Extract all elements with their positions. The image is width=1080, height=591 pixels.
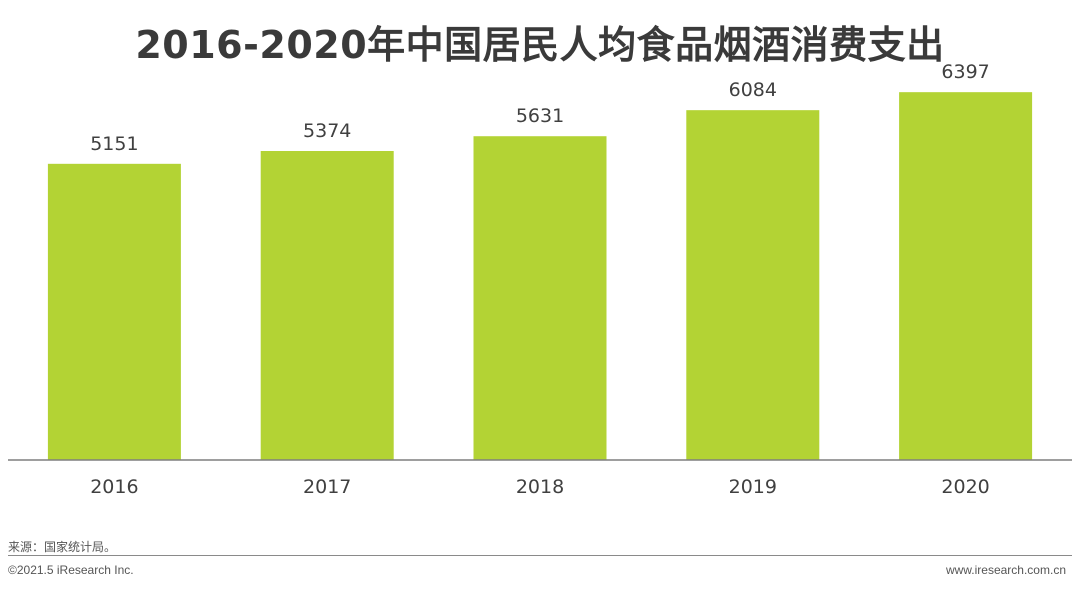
website-link[interactable]: www.iresearch.com.cn: [945, 563, 1066, 577]
value-label-2016: 5151: [90, 133, 138, 155]
bars-group: [47, 92, 1033, 461]
bar-2019: [686, 110, 820, 461]
x-tick-label-2019: 2019: [729, 476, 777, 498]
footer-divider: [8, 555, 1072, 556]
x-tick-labels-group: 2016 2017 2018 2019 2020: [90, 476, 990, 498]
copyright-text: ©2021.5 iResearch Inc.: [8, 563, 134, 577]
x-tick-label-2018: 2018: [516, 476, 564, 498]
bar-2018: [473, 136, 607, 460]
value-label-2020: 6397: [941, 61, 989, 83]
value-labels-group: 5151 5374 5631 6084 6397: [90, 61, 990, 155]
bar-2016: [47, 163, 181, 460]
x-tick-label-2017: 2017: [303, 476, 351, 498]
chart-title: 2016-2020年中国居民人均食品烟酒消费支出: [135, 23, 945, 67]
bar-2020: [899, 92, 1033, 461]
value-label-2018: 5631: [516, 105, 564, 127]
x-tick-label-2020: 2020: [941, 476, 989, 498]
x-tick-label-2016: 2016: [90, 476, 138, 498]
value-label-2019: 6084: [729, 79, 777, 101]
value-label-2017: 5374: [303, 120, 351, 142]
bar-2017: [260, 150, 394, 460]
source-note: 来源：国家统计局。: [8, 540, 117, 554]
